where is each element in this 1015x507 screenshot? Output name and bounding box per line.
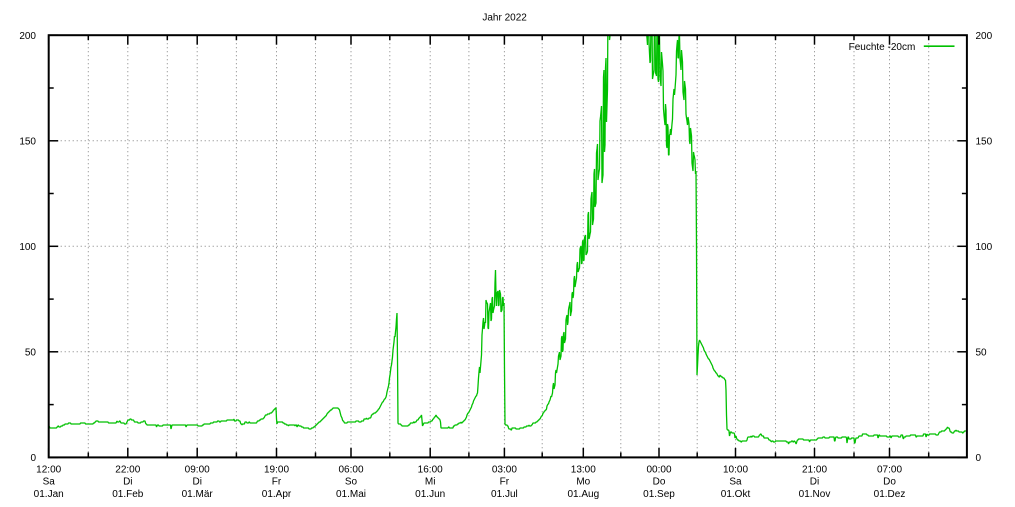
svg-text:Sa: Sa [43,477,56,488]
svg-text:01.Mär: 01.Mär [182,489,214,500]
svg-text:01.Apr: 01.Apr [262,489,292,500]
svg-text:100: 100 [19,242,36,253]
svg-text:16:00: 16:00 [418,464,443,475]
svg-text:19:00: 19:00 [264,464,289,475]
svg-text:06:00: 06:00 [338,464,363,475]
svg-text:22:00: 22:00 [115,464,140,475]
svg-text:21:00: 21:00 [802,464,827,475]
svg-text:01.Aug: 01.Aug [567,489,599,500]
svg-text:200: 200 [976,31,993,42]
svg-text:01.Dez: 01.Dez [874,489,906,500]
svg-text:0: 0 [976,453,982,464]
svg-text:150: 150 [976,136,993,147]
svg-text:200: 200 [19,31,36,42]
svg-text:01.Jun: 01.Jun [415,489,445,500]
svg-text:01.Sep: 01.Sep [643,489,675,500]
svg-text:12:00: 12:00 [36,464,61,475]
svg-text:Mi: Mi [425,477,436,488]
svg-text:Mo: Mo [576,477,590,488]
svg-text:Di: Di [123,477,132,488]
svg-text:10:00: 10:00 [723,464,748,475]
svg-text:03:00: 03:00 [492,464,517,475]
svg-text:150: 150 [19,136,36,147]
svg-text:Do: Do [653,477,666,488]
svg-text:01.Nov: 01.Nov [799,489,831,500]
svg-text:50: 50 [25,347,37,358]
svg-text:01.Feb: 01.Feb [112,489,144,500]
svg-text:50: 50 [976,347,988,358]
svg-text:01.Mai: 01.Mai [336,489,366,500]
svg-text:09:00: 09:00 [185,464,210,475]
svg-text:00:00: 00:00 [646,464,671,475]
svg-text:Fr: Fr [272,477,282,488]
svg-text:So: So [345,477,358,488]
svg-text:Do: Do [883,477,896,488]
svg-text:Di: Di [192,477,201,488]
svg-text:Feuchte -20cm: Feuchte -20cm [849,42,916,53]
svg-text:Jahr 2022: Jahr 2022 [482,12,527,23]
svg-text:0: 0 [30,453,36,464]
svg-text:100: 100 [976,242,993,253]
svg-text:Sa: Sa [729,477,742,488]
svg-text:01.Jan: 01.Jan [34,489,64,500]
svg-text:01.Okt: 01.Okt [721,489,751,500]
svg-text:Fr: Fr [500,477,510,488]
svg-text:07:00: 07:00 [877,464,902,475]
svg-text:Di: Di [810,477,819,488]
svg-text:13:00: 13:00 [571,464,596,475]
svg-text:01.Jul: 01.Jul [491,489,518,500]
